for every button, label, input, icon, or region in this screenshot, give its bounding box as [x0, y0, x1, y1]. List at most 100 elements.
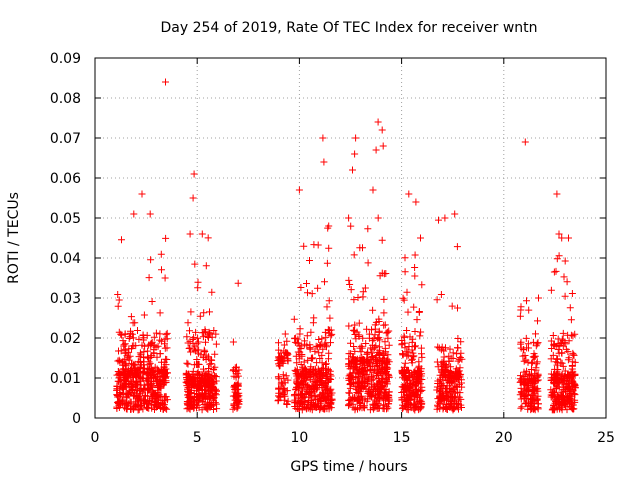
data-point — [303, 280, 310, 287]
outlier-point — [451, 210, 459, 218]
data-point — [411, 382, 419, 390]
data-point — [283, 400, 291, 408]
data-point — [456, 372, 464, 380]
data-point — [357, 384, 365, 392]
data-point — [520, 346, 528, 353]
data-point — [376, 356, 384, 364]
data-point — [457, 349, 465, 357]
data-point — [141, 342, 149, 350]
data-point — [370, 405, 378, 413]
data-point — [401, 359, 409, 367]
data-point — [233, 399, 240, 407]
data-point — [384, 394, 392, 401]
data-point — [384, 351, 392, 359]
data-point — [134, 365, 142, 373]
data-point — [201, 378, 209, 386]
data-point — [303, 403, 311, 411]
data-point — [115, 328, 123, 336]
data-point — [561, 292, 569, 300]
data-point — [552, 384, 560, 392]
data-point — [307, 328, 315, 336]
data-point — [525, 306, 533, 314]
data-point — [309, 354, 317, 362]
data-point — [440, 353, 448, 361]
data-point — [114, 291, 122, 298]
data-point — [291, 338, 299, 346]
data-point — [552, 267, 560, 275]
data-point — [566, 304, 574, 312]
data-point — [567, 316, 575, 324]
data-point — [153, 353, 161, 361]
data-point — [281, 330, 289, 338]
data-point — [115, 296, 123, 304]
data-point — [380, 309, 388, 317]
data-point — [384, 373, 392, 381]
data-point — [558, 349, 566, 357]
data-point — [231, 382, 238, 390]
data-point — [528, 359, 536, 367]
data-point — [563, 380, 571, 388]
data-point — [213, 405, 221, 413]
data-point — [230, 383, 238, 391]
data-point — [547, 386, 555, 394]
outlier-point — [162, 78, 169, 86]
data-point — [438, 391, 446, 399]
data-point — [358, 404, 366, 412]
data-point — [373, 363, 381, 371]
data-point — [349, 369, 357, 377]
data-point — [281, 392, 289, 400]
data-point — [449, 374, 457, 382]
data-point — [517, 388, 525, 396]
data-point — [351, 382, 359, 390]
data-point — [557, 388, 565, 396]
data-point — [528, 358, 536, 366]
data-point — [157, 250, 165, 258]
data-point — [381, 338, 389, 346]
data-point — [569, 358, 577, 366]
data-point — [283, 337, 291, 345]
axis-ticks — [94, 57, 607, 419]
data-point — [202, 389, 209, 397]
data-point — [532, 330, 539, 338]
data-point — [371, 344, 379, 352]
data-point — [518, 403, 526, 411]
data-point — [184, 339, 192, 347]
data-point — [191, 342, 199, 350]
data-point — [557, 359, 565, 367]
data-point — [363, 325, 371, 333]
data-point — [123, 371, 131, 379]
x-axis-label: GPS time / hours — [290, 459, 407, 475]
data-point — [131, 360, 139, 368]
data-point — [555, 252, 563, 260]
data-point — [531, 406, 539, 414]
data-point — [443, 405, 451, 413]
data-point — [416, 405, 424, 413]
data-point — [141, 400, 148, 408]
data-point — [378, 375, 386, 382]
data-point — [522, 356, 530, 364]
data-point — [399, 404, 407, 412]
data-point — [350, 296, 358, 304]
outlier-point — [146, 210, 154, 218]
data-point — [375, 327, 383, 335]
data-point — [291, 335, 299, 343]
data-point — [534, 405, 542, 413]
data-point — [156, 336, 164, 344]
data-point — [148, 352, 156, 360]
data-point — [323, 303, 331, 311]
data-points — [113, 78, 579, 414]
data-point — [118, 236, 125, 244]
data-point — [553, 255, 561, 263]
data-point — [319, 389, 327, 397]
data-point — [361, 378, 369, 386]
outlier-point — [369, 186, 377, 194]
data-point — [417, 234, 424, 242]
data-point — [364, 259, 372, 267]
data-point — [183, 333, 191, 341]
data-point — [326, 314, 334, 322]
data-point — [412, 342, 419, 350]
data-point — [309, 400, 317, 408]
data-point — [368, 349, 376, 357]
data-point — [454, 357, 462, 365]
data-point — [127, 313, 135, 321]
